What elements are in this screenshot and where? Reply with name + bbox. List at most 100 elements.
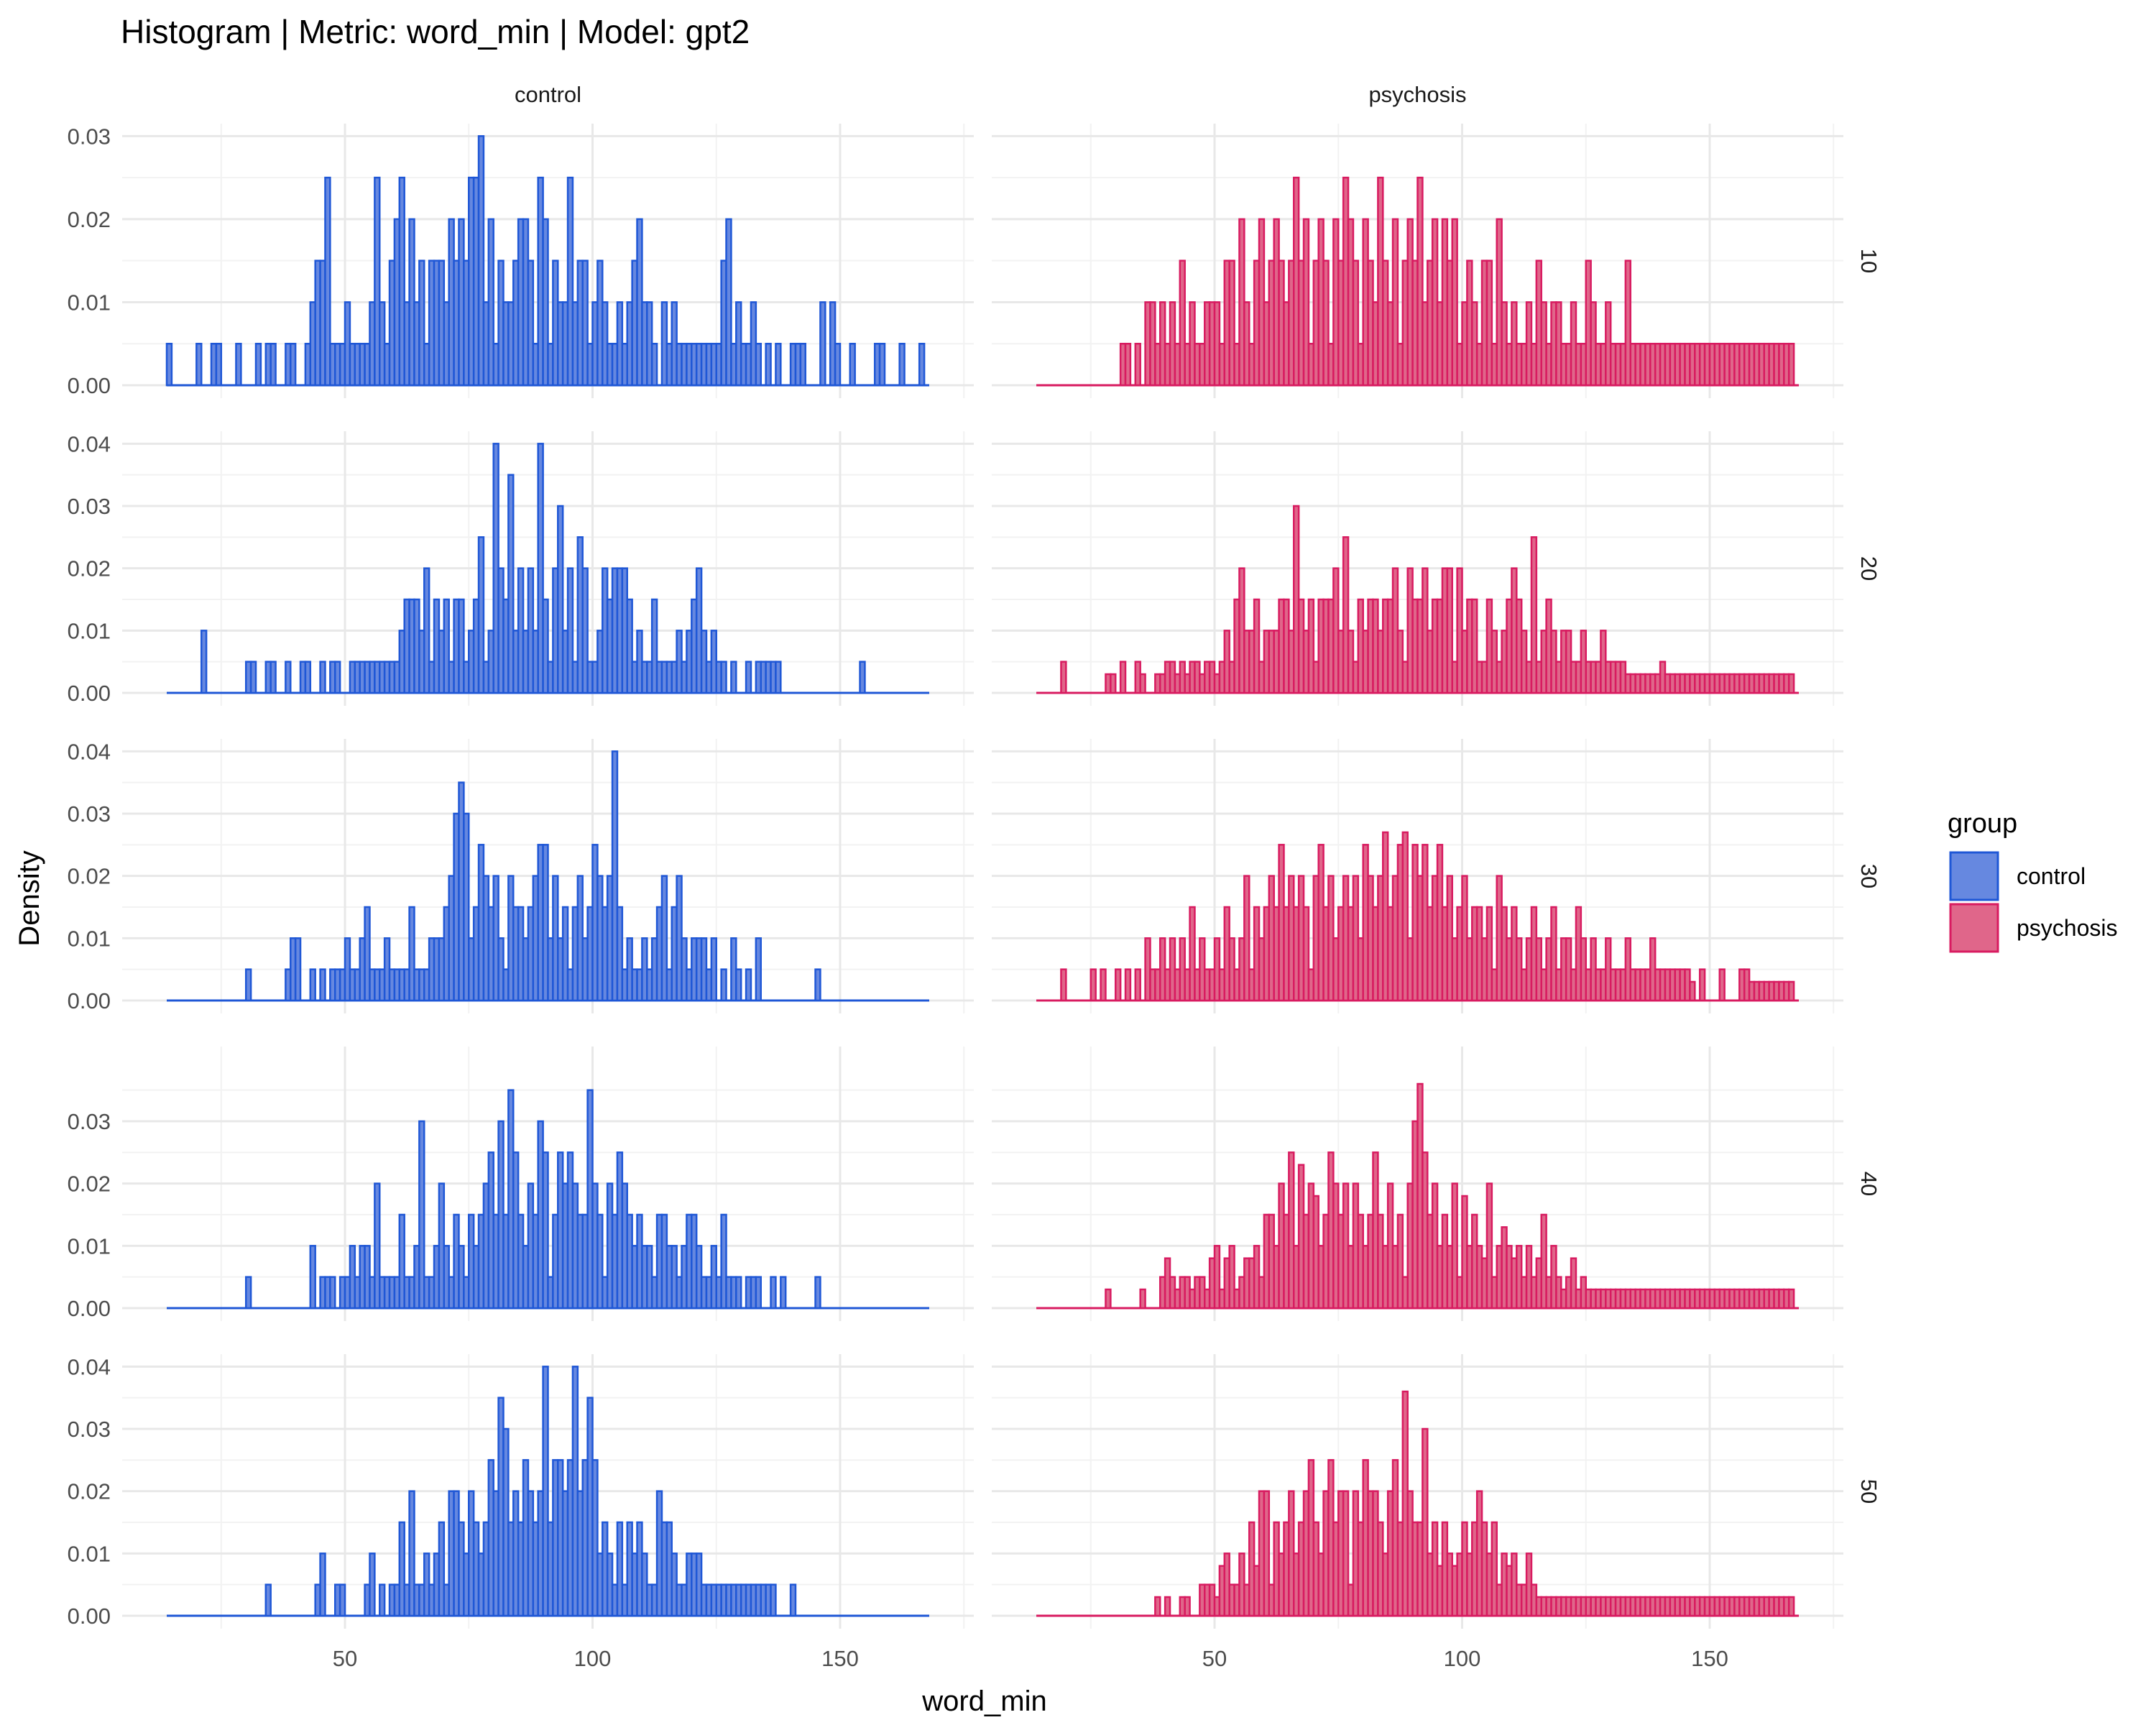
bar [765,342,772,387]
panel-control-30: 0.00 0.01 0.02 0.03 0.04 [68,739,974,1013]
bar [819,301,826,387]
y-tick-label: 0.04 [68,431,111,456]
panel-control-40: 0.00 0.01 0.02 0.03 [68,1046,974,1321]
bar [408,1490,415,1617]
bar [443,598,450,694]
bar [438,1521,446,1617]
bar [1124,968,1132,1002]
panel-psychosis-20: 20 [992,431,1881,706]
panel-psychosis-10: psychosis 10 [992,82,1881,398]
bar [725,218,732,387]
facet-strip-label: 30 [1856,864,1881,888]
bar [789,1583,797,1617]
bar [244,1276,252,1310]
facet-strip-label: 40 [1856,1172,1881,1196]
bar [1100,968,1107,1002]
x-tick-label: 150 [1691,1646,1728,1671]
bar [1213,1245,1221,1310]
bar [650,598,658,694]
bar [537,443,544,694]
bar [1342,1490,1350,1617]
bar [799,342,807,387]
bar [745,968,752,1002]
bar [542,598,549,694]
bar [1624,259,1631,387]
bar [720,968,727,1002]
bars-control [167,750,929,1002]
bar [165,342,173,387]
bar [542,1151,549,1310]
x-axis-label: word_min [921,1685,1046,1717]
bars-control [167,443,929,694]
x-tick-label: 100 [574,1646,612,1671]
bar [1189,906,1196,1002]
bar [195,342,203,387]
legend-title: group [1948,809,2017,839]
bar [418,259,425,387]
bar [507,474,515,694]
bar [244,968,252,1002]
y-tick-label: 0.00 [68,373,111,398]
facet-strip-label: control [515,82,581,107]
bar [1154,1596,1161,1617]
bar [735,968,742,1002]
bar [1401,831,1409,1002]
bar [1396,1213,1404,1310]
bar [1105,1288,1112,1310]
legend-label: control [2017,863,2086,889]
bar [626,598,633,694]
bar [527,259,535,387]
bar [1787,1288,1795,1310]
bar [423,567,430,694]
bar [398,1521,405,1617]
bars-control [167,1089,929,1310]
bar [1089,968,1097,1002]
y-tick-label: 0.00 [68,988,111,1013]
bar [720,661,727,694]
facet-strip-label: 50 [1856,1479,1881,1504]
chart-title: Histogram | Metric: word_min | Model: gp… [121,13,750,50]
y-tick-label: 0.01 [68,1541,111,1566]
bar [334,661,341,694]
facet-strip-label: 20 [1856,556,1881,581]
bar [319,661,326,694]
bar [581,259,589,387]
bar [918,342,926,387]
bar [1422,1427,1429,1617]
bar [1060,661,1067,694]
bar [270,661,277,694]
y-tick-label: 0.00 [68,681,111,706]
bar [304,661,312,694]
y-axis-label: Density [14,850,45,946]
bar [369,1552,376,1617]
bar [849,342,856,387]
bar [616,1521,624,1617]
bar [1540,1213,1547,1310]
bar [200,630,208,694]
bar [294,937,302,1002]
bar [1114,968,1122,1002]
bar [814,968,821,1002]
bars-psychosis [1036,1390,1799,1617]
bar [309,1245,316,1310]
bar [542,844,549,1002]
bar [264,1583,272,1617]
legend: group control psychosis [1948,809,2118,953]
x-tick-label: 50 [333,1646,357,1671]
bar [898,342,906,387]
bar [338,1583,346,1617]
bar [1451,1182,1458,1310]
bar [1471,598,1478,694]
y-tick-label: 0.01 [68,290,111,315]
bar [542,218,549,387]
bar [730,661,737,694]
bars-psychosis [1036,1082,1799,1310]
bar [1179,259,1186,387]
bar [1139,673,1146,694]
y-tick-label: 0.01 [68,618,111,643]
bar [1446,567,1453,694]
bar [285,661,292,694]
bar [1718,968,1726,1002]
y-tick-label: 0.04 [68,739,111,764]
